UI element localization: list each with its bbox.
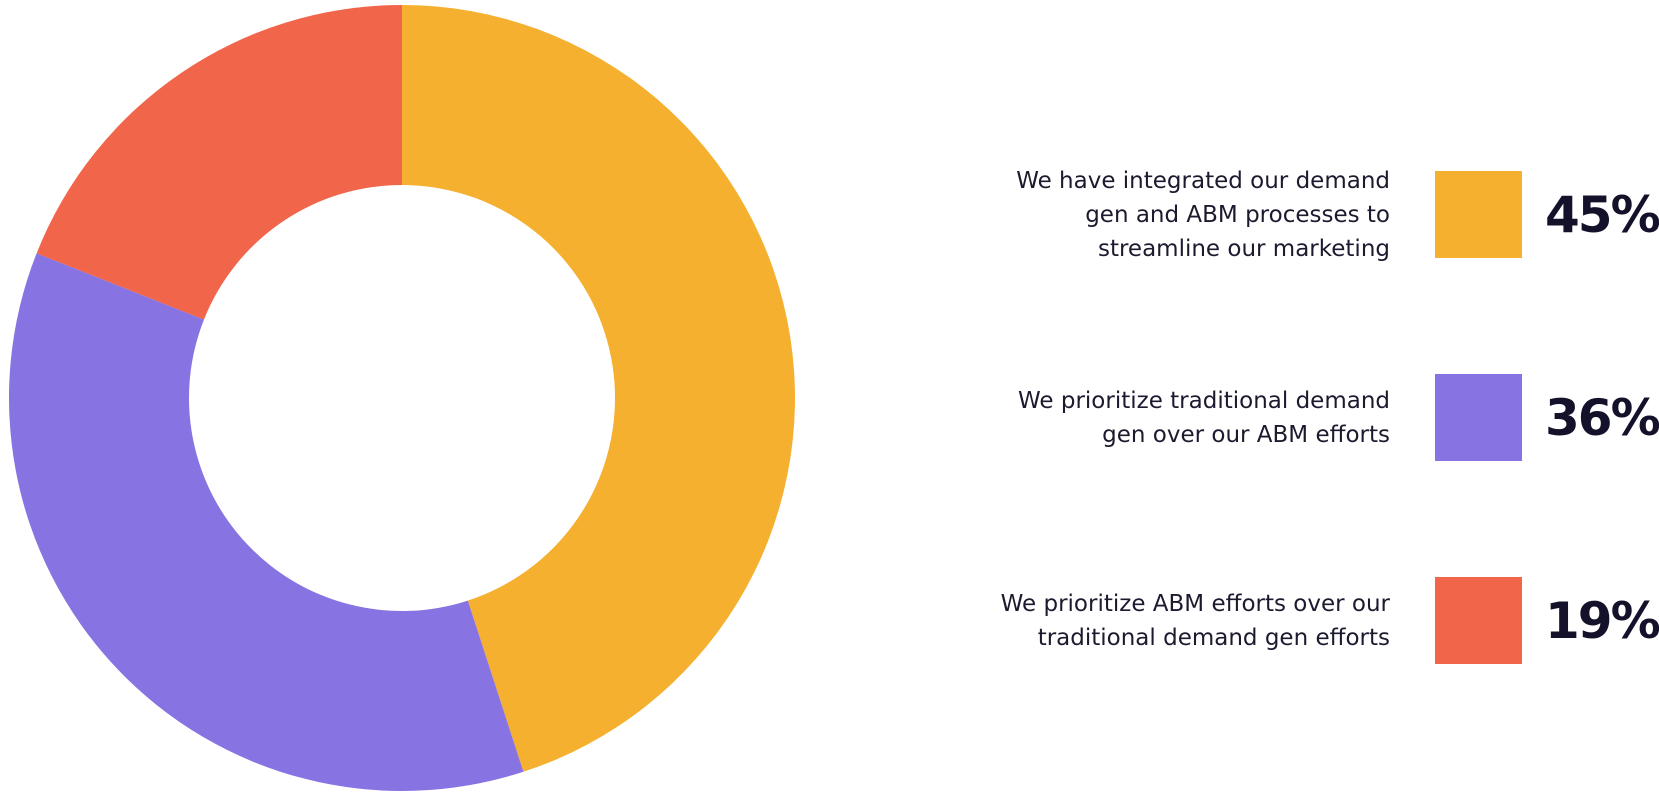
legend-item: We prioritize traditional demand gen ove… xyxy=(900,373,1659,463)
legend-swatch xyxy=(1435,374,1522,461)
legend-swatch xyxy=(1435,171,1522,258)
legend-label: We prioritize traditional demand gen ove… xyxy=(1018,388,1390,448)
legend-swatch xyxy=(1435,577,1522,664)
donut-slice xyxy=(9,253,524,792)
value-label: 36% xyxy=(1545,389,1659,447)
legend-item: We have integrated our demand gen and AB… xyxy=(900,168,1659,262)
donut-slice xyxy=(36,5,402,320)
donut-slice xyxy=(402,5,795,772)
legend-label: We prioritize ABM efforts over our tradi… xyxy=(1000,591,1390,651)
value-label: 19% xyxy=(1545,592,1659,650)
value-label: 45% xyxy=(1545,186,1659,244)
legend-item: We prioritize ABM efforts over our tradi… xyxy=(900,576,1659,666)
donut-chart xyxy=(9,5,795,792)
legend-label: We have integrated our demand gen and AB… xyxy=(1016,168,1390,262)
